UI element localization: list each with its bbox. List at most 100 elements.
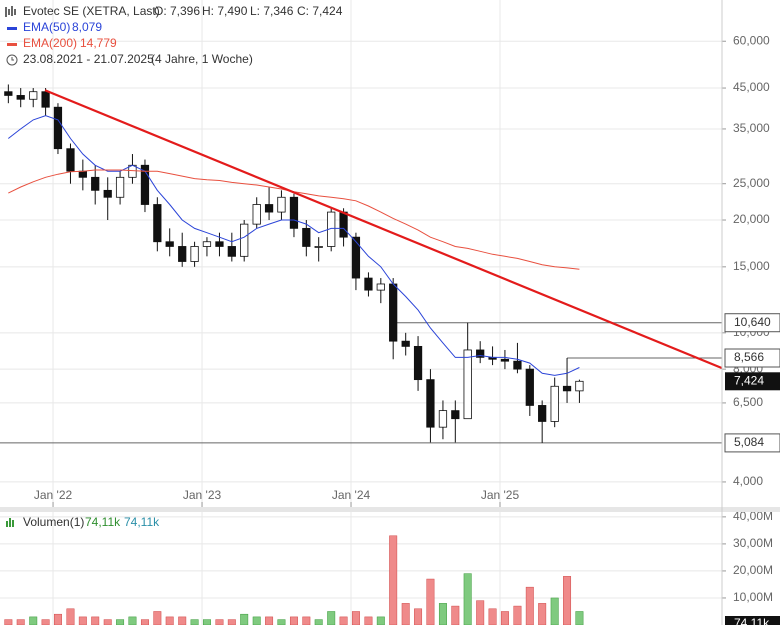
volume-bar [500,611,509,625]
volume-bar [103,619,112,625]
candle-body [289,196,299,229]
volume-bar [414,608,423,625]
y-tick-label: 4,000 [733,474,763,488]
clock-icon [6,54,18,66]
candle-body [178,246,187,262]
ohlc-label: H: 7,490 [202,4,248,18]
volume-icon [6,518,14,527]
y-tick-label: 45,000 [733,80,770,94]
candle-body [103,189,112,198]
volume-value: 74,11k [85,515,121,529]
volume-bar [376,616,385,625]
y-tick-label: 40,00M [733,509,773,523]
legend-value: 8,079 [72,20,102,34]
volume-bar [476,600,485,625]
legend-entry: EMA(50) [23,20,70,34]
candle-body [426,379,435,428]
volume-bar [116,619,125,625]
volume-bar [215,619,224,625]
volume-bar [178,616,187,625]
candle-body [78,170,87,178]
legend: Evotec SE (XETRA, Last) O: 7,396 H: 7,49… [5,4,343,529]
candle-body [91,176,100,191]
candle-body [252,204,261,225]
y-tick-label: 30,00M [733,536,773,550]
volume-bar [289,616,298,625]
volume-bar [252,616,261,625]
candle-body [277,196,286,213]
x-tick-label: Jan '23 [183,488,222,502]
candle-body [550,385,559,422]
volume-bar [550,597,559,625]
volume-bar [16,619,25,625]
volume-bar [227,619,236,625]
volume-bar [451,605,460,625]
legend-swatch [7,43,17,46]
candle-body [41,91,50,108]
volume-bar [314,619,323,625]
x-tick-label: Jan '24 [332,488,371,502]
last-volume-label: 74,11k [734,616,770,625]
candle-body [53,106,63,150]
clock-hand [11,57,14,61]
candle-body [4,91,13,96]
volume-bar [41,619,50,625]
volume-value: 74,11k [124,515,160,529]
candle-body [500,358,510,362]
date-range-note: (4 Jahre, 1 Woche) [151,52,253,66]
y-tick-label: 35,000 [733,121,770,135]
volume-bar [563,576,572,625]
candle-body [314,246,323,248]
ema-line [7,115,580,376]
volume-bar [538,603,547,625]
legend-icon [5,6,16,17]
volume-bar [438,603,447,625]
panel-separator [0,507,780,512]
volume-bar [339,616,348,625]
level-label: 8,566 [734,350,764,364]
x-tick-label: Jan '22 [34,488,73,502]
level-label-box [724,348,780,368]
volume-bar [165,616,174,625]
candle-body [302,227,311,247]
volume-bar [513,605,522,625]
ohlc-label: C: 7,424 [297,4,343,18]
candle-body [364,277,373,291]
date-range: 23.08.2021 - 21.07.2025 [23,52,154,66]
volume-bar [78,616,87,625]
y-tick-label: 20,000 [733,212,770,226]
candle-body [215,241,224,247]
legend-swatch [7,27,17,30]
volume-bar [525,586,534,625]
volume-bar [240,613,249,625]
level-label: 5,084 [734,435,764,449]
candle-body [351,236,361,279]
volume-bar [389,535,398,625]
ohlc-label: L: 7,346 [250,4,294,18]
volume-bar [140,619,149,625]
trend-line [44,89,723,370]
candle-body [264,204,274,213]
volume-bar [401,603,410,625]
candle-body [140,164,150,205]
legend-entry: EMA(200) [23,36,77,50]
candle-body [115,176,125,198]
candle-body [438,410,448,428]
candle-body [413,345,423,381]
candle-body [463,349,472,420]
ohlc-label: O: 7,396 [154,4,200,18]
candle-body [190,246,199,262]
x-tick-label: Jan '25 [481,488,520,502]
candle-body [376,283,385,291]
candle-body [401,340,410,347]
volume-bar [29,616,38,625]
last-price-box [725,372,780,391]
y-tick-label: 20,00M [733,563,773,577]
candle-body [513,360,522,370]
volume-bar [463,573,472,625]
candle-body [575,380,584,392]
volume-bar [302,616,311,625]
y-tick-label: 25,000 [733,176,770,190]
volume-bar [351,611,360,625]
candle-body [153,204,162,243]
